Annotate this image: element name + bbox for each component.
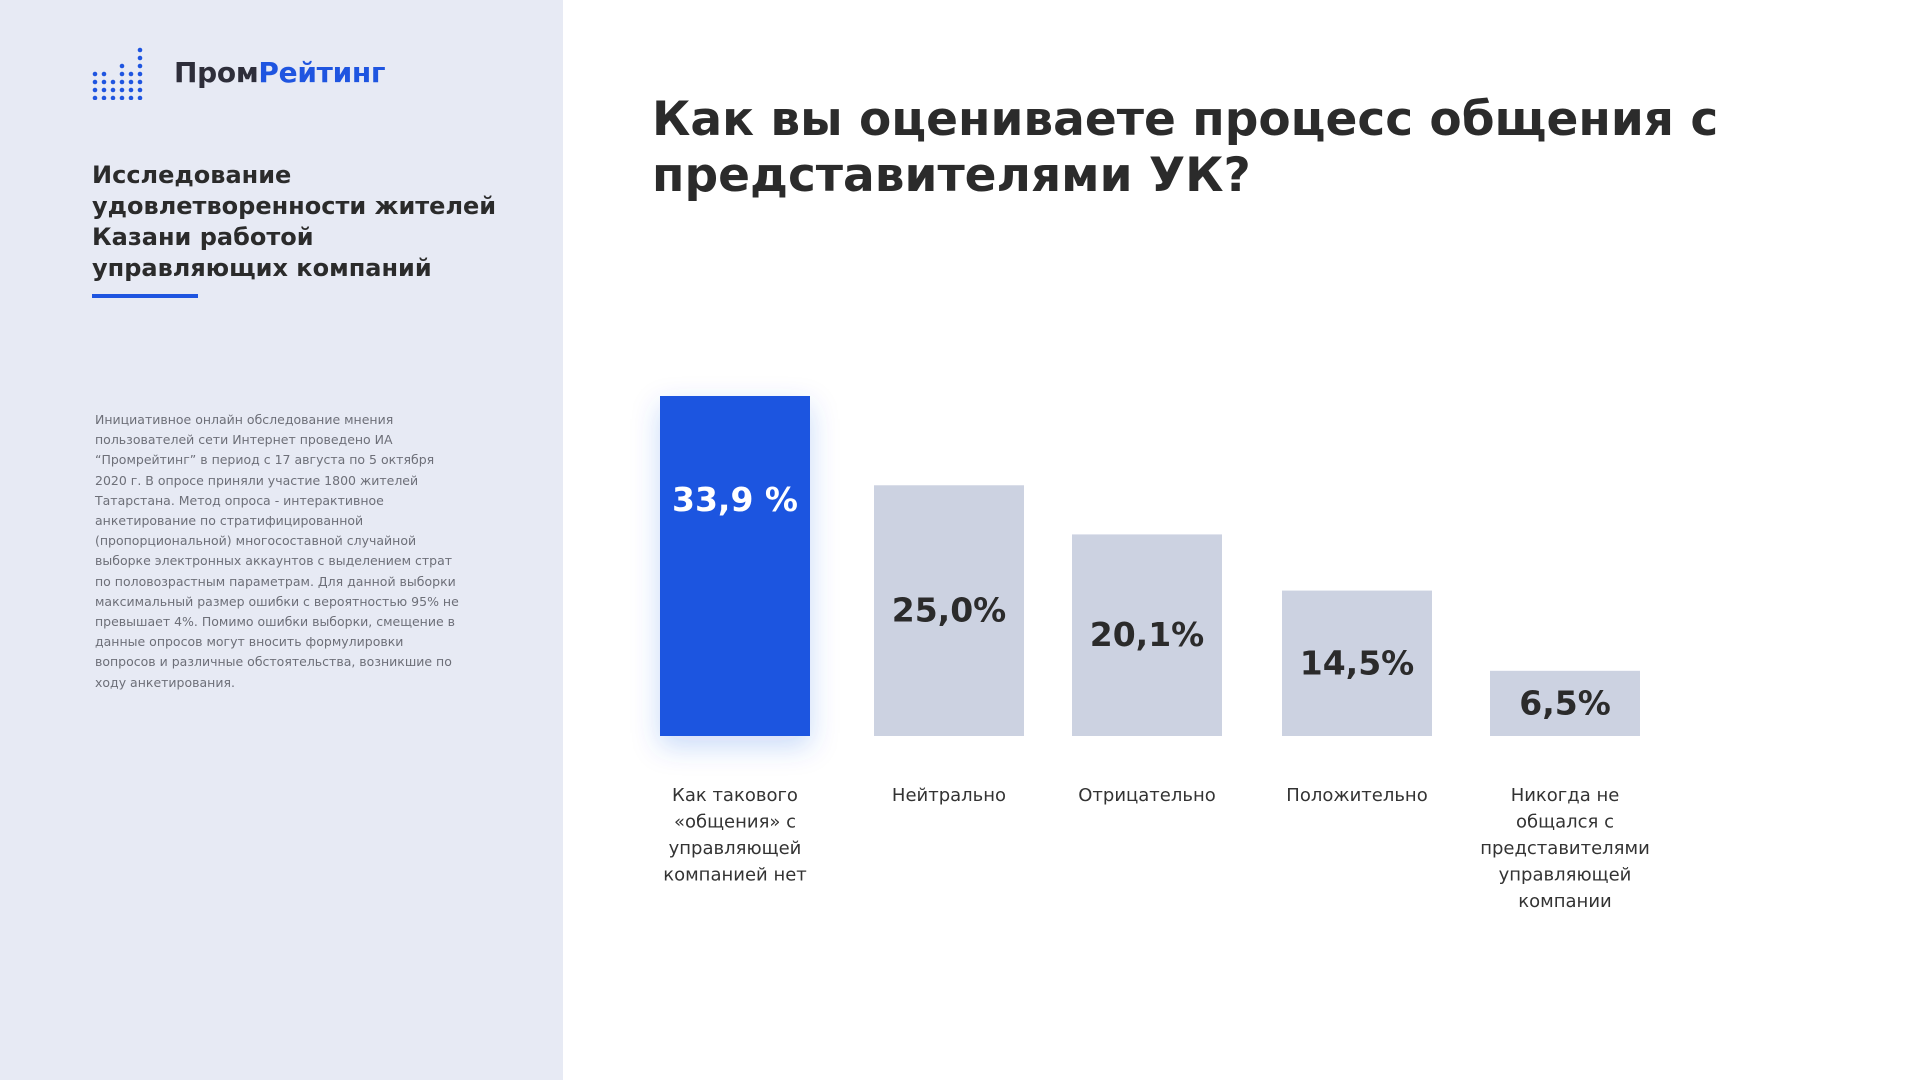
category-label-line: компанией нет: [663, 865, 807, 886]
sidebar: ПромРейтинг Исследование удовлетвореннос…: [0, 0, 563, 1080]
bar-3: [1282, 590, 1432, 736]
category-label-line: Никогда не: [1511, 785, 1620, 806]
data-label-2: 20,1%: [1090, 615, 1205, 654]
category-label-line: представителями: [1480, 838, 1650, 859]
category-label-line: Положительно: [1286, 785, 1427, 806]
category-label-line: Нейтрально: [892, 785, 1006, 806]
brand-name: ПромРейтинг: [174, 55, 386, 89]
bar-2: [1072, 534, 1222, 736]
category-label-4: Никогда не общался с представителями управл…: [1480, 785, 1650, 912]
category-label-line: Как такового: [672, 785, 798, 806]
data-label-1: 25,0%: [892, 591, 1007, 630]
bar-0: [660, 396, 810, 736]
methodology-text: Инициативное онлайн обследование мнения …: [95, 412, 459, 690]
category-label-line: общался с: [1516, 812, 1614, 833]
study-title: Исследование удовлетворенности жителей К…: [92, 161, 497, 282]
title-underline-divider: [92, 294, 198, 298]
category-label-0: Как такового «общения» с управляющей компан…: [663, 785, 807, 886]
category-label-line: «общения» с: [674, 812, 796, 833]
data-label-4: 6,5%: [1519, 683, 1611, 722]
brand-name-part1: Пром: [174, 55, 259, 89]
category-label-1: Нейтрально: [892, 785, 1006, 806]
category-label-line: компании: [1518, 891, 1611, 912]
category-label-line: Отрицательно: [1078, 785, 1216, 806]
category-label-3: Положительно: [1286, 785, 1427, 806]
brand-logo[interactable]: ПромРейтинг: [92, 44, 386, 100]
chart-title: Как вы оцениваете процесс общения с пред…: [652, 92, 1719, 203]
bar-chart: 33,9 % Как такового «общения» с управляющей…: [660, 396, 1650, 912]
brand-name-part2: Рейтинг: [258, 55, 386, 89]
category-label-2: Отрицательно: [1078, 785, 1216, 806]
data-label-0: 33,9 %: [672, 480, 798, 519]
bar-1: [874, 485, 1024, 736]
data-label-3: 14,5%: [1300, 643, 1415, 682]
dot-matrix-logo-icon: [92, 47, 143, 100]
bar-4: [1490, 670, 1640, 736]
category-label-line: управляющей: [669, 838, 802, 859]
category-label-line: управляющей: [1499, 865, 1632, 886]
